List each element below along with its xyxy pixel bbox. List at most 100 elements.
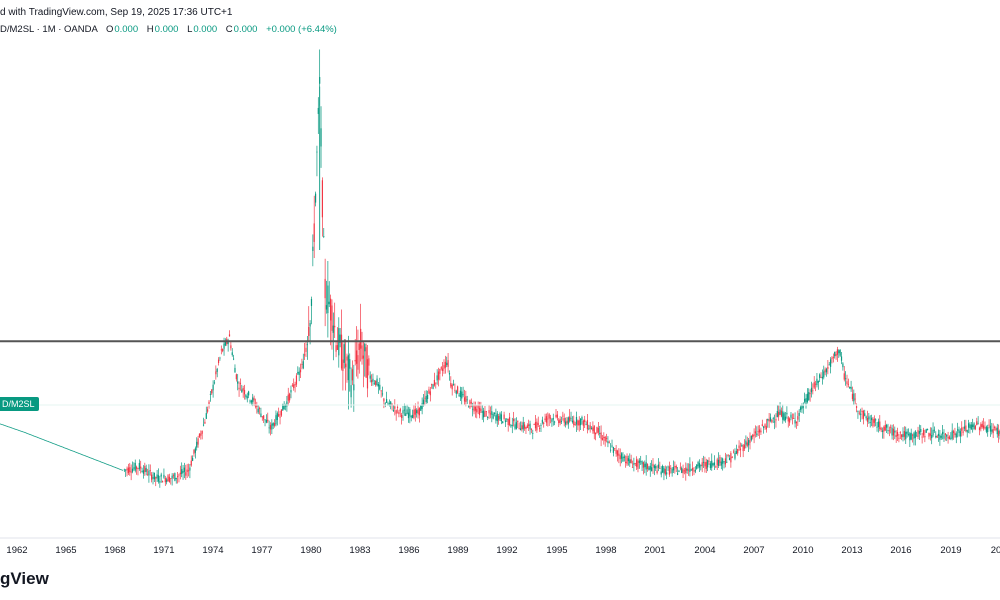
candle-body <box>723 461 725 463</box>
candle-body <box>708 460 710 462</box>
price-line-segment <box>43 439 46 441</box>
candle-body <box>421 403 423 409</box>
legend-symbol[interactable]: D/M2SL · 1M · OANDA <box>0 24 98 35</box>
candle-body <box>672 466 675 471</box>
candle-body <box>539 427 541 429</box>
candle-body <box>157 475 160 482</box>
candle-body <box>228 334 231 337</box>
candle-body <box>487 417 489 419</box>
candle-body <box>678 470 680 473</box>
candle-body <box>931 435 933 439</box>
candle-body <box>409 408 411 417</box>
candle-body <box>992 428 994 434</box>
x-tick-label: 2016 <box>890 545 911 556</box>
candle-body <box>965 425 967 432</box>
price-line-segment <box>38 437 40 439</box>
price-line-segment <box>51 442 54 444</box>
candle-body <box>170 478 172 480</box>
candle-body <box>392 409 395 412</box>
candle-body <box>372 378 374 382</box>
candle-body <box>746 442 748 446</box>
candle-body <box>914 431 916 439</box>
price-line-segment <box>106 463 109 465</box>
candle-body <box>631 467 634 468</box>
candle-body <box>179 472 181 475</box>
candle-body <box>689 463 691 473</box>
candle-body <box>850 386 852 390</box>
candle-body <box>559 418 561 424</box>
candle-body <box>256 405 258 408</box>
candle-body <box>503 414 505 419</box>
candle-body <box>499 413 501 419</box>
price-chart[interactable]: 1962 1965 1968 1971 1974 1977 1980 1983 1986 1989… <box>0 0 1000 560</box>
candle-body <box>881 430 884 432</box>
candle-body <box>429 391 431 396</box>
candle-body <box>854 398 856 400</box>
candle-body <box>390 401 392 405</box>
candle-body <box>951 430 953 439</box>
candle-body <box>642 462 645 468</box>
candle-body <box>735 451 737 454</box>
price-line-segment <box>54 443 57 445</box>
price-line-segment <box>69 449 72 451</box>
x-tick-label: 1971 <box>153 545 174 556</box>
price-line-segment <box>47 440 50 443</box>
price-line-segment <box>73 451 76 453</box>
candle-body <box>193 449 195 454</box>
price-line-segment <box>77 452 80 454</box>
candle-body <box>320 128 322 147</box>
price-line-segment <box>58 445 61 447</box>
candles-layer <box>0 49 1000 488</box>
x-tick-label: 2001 <box>644 545 665 556</box>
candle-body <box>957 429 959 431</box>
candle-body <box>349 359 351 369</box>
candle-body <box>541 419 543 423</box>
candle-body <box>126 468 128 471</box>
tradingview-logo: gView <box>0 569 49 588</box>
candle-body <box>358 343 360 350</box>
candle-body <box>734 452 736 459</box>
candle-body <box>192 457 194 461</box>
candle-body <box>521 425 523 430</box>
candle-body <box>924 435 926 438</box>
candle-body <box>626 455 628 465</box>
candle-body <box>869 422 871 424</box>
candle-body <box>136 466 138 469</box>
candle-body <box>483 410 485 418</box>
candle-body <box>220 349 222 351</box>
candle-body <box>339 334 341 343</box>
candle-body <box>257 408 259 413</box>
candle-body <box>679 467 681 469</box>
candle-body <box>433 379 436 386</box>
candle-body <box>540 425 542 426</box>
candle-body <box>304 354 306 356</box>
candle-body <box>895 434 897 438</box>
high-value: 0.000 <box>154 24 179 35</box>
candle-body <box>466 399 468 401</box>
candle-body <box>127 467 130 474</box>
candle-body <box>217 359 220 363</box>
candle-body <box>160 474 162 477</box>
candle-body <box>457 386 459 393</box>
candle-body <box>834 351 836 357</box>
price-line-segment <box>46 440 48 442</box>
candle-body <box>791 417 793 419</box>
candle-body <box>926 429 929 431</box>
candle-body <box>234 367 236 373</box>
candle-body <box>534 422 537 429</box>
candle-body <box>298 371 300 375</box>
candle-body <box>563 418 565 423</box>
candle-body <box>484 411 486 417</box>
price-line-segment <box>92 458 95 460</box>
candle-body <box>984 427 986 429</box>
candle-body <box>764 424 766 428</box>
candle-body <box>347 355 349 381</box>
price-line-segment <box>62 446 65 449</box>
close-value: 0.000 <box>233 24 258 35</box>
candle-body <box>332 325 334 333</box>
candle-body <box>954 432 956 436</box>
candle-body <box>362 355 364 359</box>
candle-body <box>876 426 878 428</box>
candle-body <box>375 380 377 386</box>
candle-body <box>496 413 498 422</box>
